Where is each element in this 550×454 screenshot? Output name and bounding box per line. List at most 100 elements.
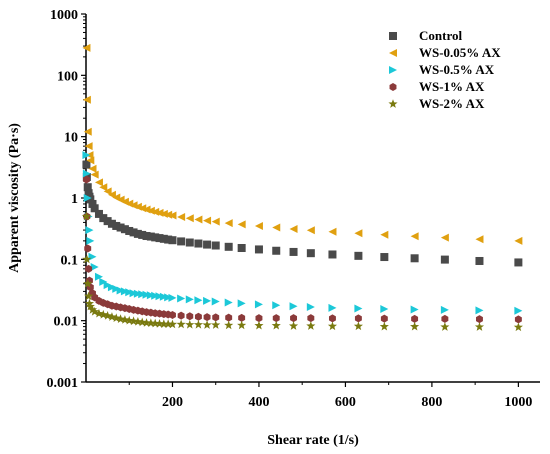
series-2	[82, 43, 523, 245]
data-point	[410, 254, 419, 263]
y-tick-label: 10	[64, 131, 78, 146]
data-point	[85, 301, 95, 311]
data-point	[103, 187, 112, 196]
data-point	[185, 238, 194, 247]
data-point	[194, 239, 203, 248]
data-point	[116, 314, 126, 323]
data-point	[289, 247, 298, 256]
data-point	[237, 244, 246, 253]
data-point	[203, 296, 212, 305]
data-point	[290, 314, 298, 323]
data-point	[514, 315, 522, 324]
data-point	[151, 233, 160, 242]
y-axis-title: Apparent viscosity (Pa·s)	[7, 123, 22, 273]
data-point	[177, 311, 185, 320]
data-point	[185, 214, 194, 223]
data-point	[237, 299, 246, 308]
data-point	[194, 312, 202, 321]
data-point	[238, 313, 246, 322]
data-point	[272, 246, 281, 255]
data-point	[440, 305, 449, 314]
data-point	[107, 312, 117, 321]
data-point	[84, 291, 94, 301]
legend: Control WS-0.05% AX WS-0.5% AX WS-1% AX WS-2…	[388, 28, 501, 111]
data-point	[272, 223, 281, 232]
x-tick-label: 1000	[504, 395, 532, 410]
x-tick-label: 800	[421, 395, 442, 410]
data-point	[99, 183, 108, 192]
data-point	[513, 322, 523, 332]
data-point	[120, 225, 129, 234]
data-point	[212, 313, 220, 322]
data-point	[328, 303, 337, 312]
data-point	[354, 304, 363, 313]
data-point	[411, 314, 419, 323]
data-point	[94, 178, 103, 187]
data-point	[138, 230, 147, 239]
series-1	[82, 160, 523, 267]
data-point	[441, 314, 449, 323]
data-point	[86, 156, 95, 165]
data-point	[306, 249, 315, 258]
data-point	[146, 206, 155, 215]
data-point	[224, 219, 233, 228]
data-point	[168, 236, 177, 245]
x-tick-label: 600	[335, 395, 356, 410]
data-point	[168, 211, 177, 220]
data-point	[514, 306, 523, 315]
data-point	[163, 319, 173, 328]
x-tick-label: 200	[162, 395, 183, 410]
data-point	[185, 295, 194, 304]
data-point	[177, 294, 186, 303]
data-point	[380, 230, 389, 239]
data-point	[142, 290, 151, 299]
data-point	[124, 315, 134, 325]
data-point	[475, 235, 484, 244]
data-point	[354, 314, 362, 323]
data-point	[237, 320, 247, 330]
x-axis-ticks: 200 400 600 800 1000	[128, 382, 532, 410]
data-point	[211, 241, 220, 250]
data-point	[168, 293, 177, 302]
data-point	[288, 321, 299, 330]
data-point	[120, 315, 130, 324]
data-point	[211, 297, 220, 306]
data-point	[185, 319, 195, 329]
series-5	[81, 211, 523, 332]
data-point	[328, 314, 336, 323]
data-point	[514, 236, 523, 245]
data-point	[154, 318, 165, 328]
data-point	[194, 215, 203, 224]
data-point	[155, 234, 164, 243]
data-point	[164, 235, 173, 244]
series-4	[82, 175, 522, 324]
data-point	[83, 278, 93, 288]
data-point	[224, 298, 233, 307]
data-point	[116, 286, 125, 295]
legend-label: WS-1% AX	[419, 79, 485, 94]
data-point	[146, 291, 155, 300]
data-point	[82, 43, 91, 52]
data-point	[151, 291, 160, 300]
data-point	[112, 221, 121, 230]
data-point	[141, 318, 152, 327]
data-point	[475, 306, 484, 315]
data-point	[380, 253, 389, 262]
data-point	[88, 199, 97, 208]
data-point	[85, 264, 93, 273]
legend-marker	[389, 32, 397, 40]
y-tick-label: 1	[71, 192, 78, 207]
x-axis-title: Shear rate (1/s)	[267, 433, 359, 448]
data-point	[120, 287, 129, 296]
data-point	[224, 320, 234, 330]
data-point	[164, 210, 173, 219]
data-point	[203, 240, 212, 249]
legend-label: WS-0.05% AX	[419, 45, 501, 60]
data-point	[193, 319, 203, 329]
data-point	[159, 292, 168, 301]
data-point	[155, 208, 164, 217]
data-point	[116, 223, 125, 232]
data-point	[159, 209, 168, 218]
data-point	[211, 217, 220, 226]
y-tick-label: 0.1	[61, 253, 79, 268]
